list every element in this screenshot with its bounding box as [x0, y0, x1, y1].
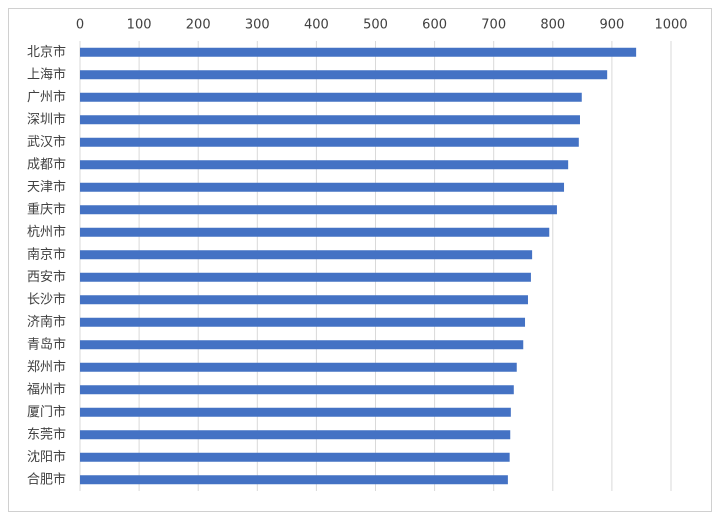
y-tick-label: 杭州市 [27, 224, 66, 240]
y-tick-label: 东莞市 [27, 426, 66, 442]
chart-frame [8, 8, 712, 512]
x-tick-label: 900 [599, 18, 624, 33]
bar [80, 227, 550, 237]
bar [80, 475, 508, 485]
bar [80, 272, 531, 282]
y-tick-label: 深圳市 [27, 111, 66, 127]
y-tick-label: 武汉市 [27, 134, 66, 150]
y-tick-label: 成都市 [27, 156, 66, 172]
y-tick-label: 广州市 [27, 89, 66, 105]
bar [80, 430, 511, 440]
bar [80, 317, 526, 327]
bar [80, 452, 510, 462]
y-tick-label: 南京市 [27, 246, 66, 262]
y-tick-label: 上海市 [27, 66, 66, 82]
y-tick-label: 厦门市 [27, 404, 66, 420]
y-tick-label: 重庆市 [27, 201, 66, 217]
bar [80, 295, 528, 305]
bar [80, 137, 579, 147]
y-tick-label: 长沙市 [27, 291, 66, 307]
bar [80, 250, 533, 260]
y-tick-label: 天津市 [27, 179, 66, 195]
y-tick-label: 郑州市 [27, 359, 66, 375]
y-tick-label: 济南市 [27, 314, 66, 330]
bar [80, 182, 565, 192]
bar [80, 70, 608, 80]
bar [80, 407, 511, 417]
x-tick-label: 600 [422, 18, 447, 33]
x-tick-label: 300 [245, 18, 270, 33]
bar [80, 385, 514, 395]
x-tick-label: 400 [304, 18, 329, 33]
bar [80, 47, 637, 57]
x-tick-label: 500 [363, 18, 388, 33]
x-tick-label: 0 [76, 18, 84, 33]
bar [80, 362, 517, 372]
y-tick-label: 青岛市 [27, 336, 66, 352]
bar [80, 92, 582, 102]
bar [80, 340, 524, 350]
y-tick-label: 沈阳市 [27, 449, 66, 465]
bar [80, 160, 569, 170]
x-tick-label: 800 [540, 18, 565, 33]
x-tick-label: 1000 [654, 18, 687, 33]
x-tick-label: 100 [127, 18, 152, 33]
y-tick-label: 北京市 [27, 44, 66, 60]
bar [80, 205, 557, 215]
y-tick-label: 合肥市 [27, 471, 66, 487]
x-tick-label: 200 [186, 18, 211, 33]
bar [80, 115, 580, 125]
x-tick-label: 700 [481, 18, 506, 33]
y-tick-label: 西安市 [27, 269, 66, 285]
y-tick-label: 福州市 [27, 381, 66, 397]
